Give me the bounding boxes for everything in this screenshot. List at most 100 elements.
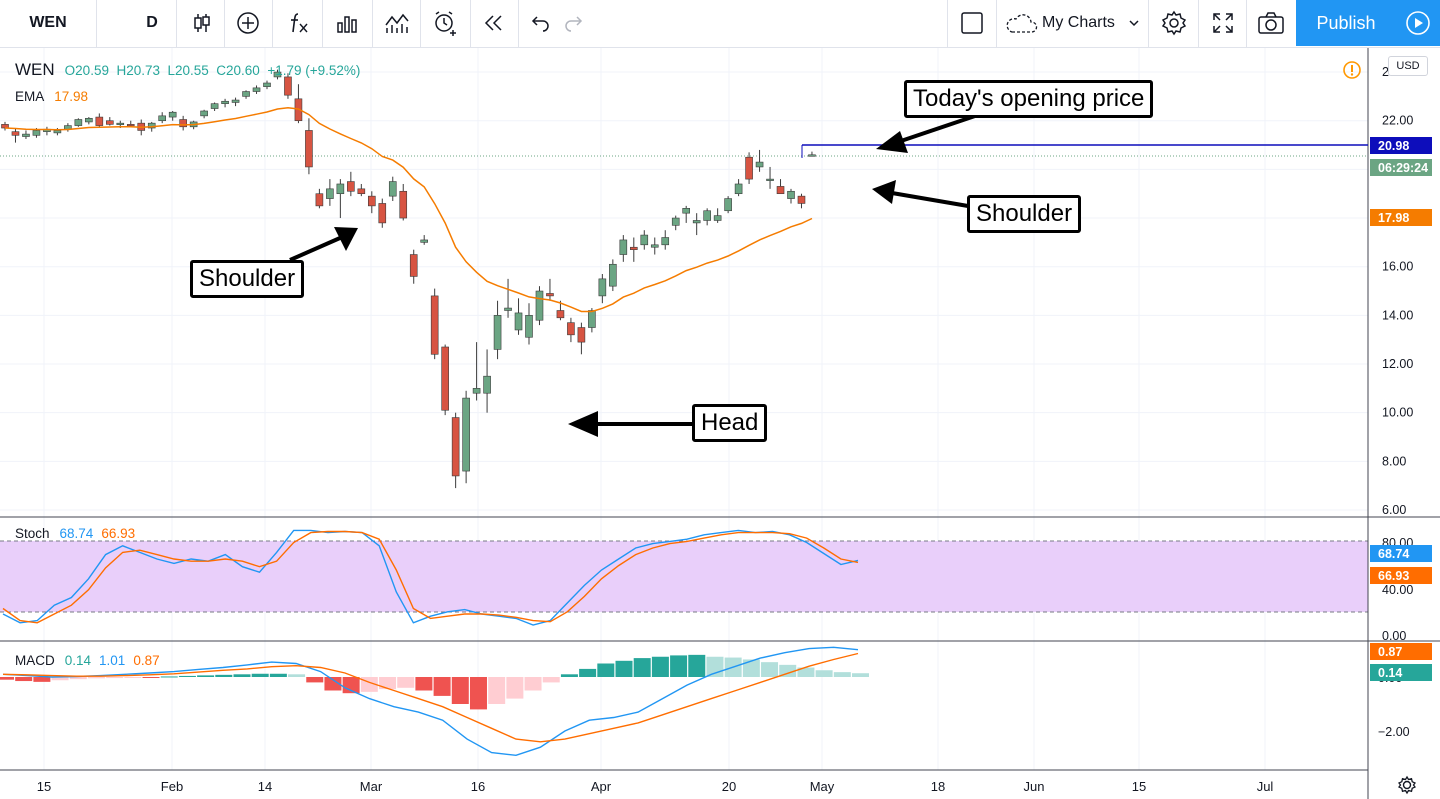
- publish-label: Publish: [1316, 12, 1376, 33]
- candle: [1, 121, 9, 131]
- my-charts-button[interactable]: My Charts: [1000, 0, 1148, 46]
- macd-bar: [324, 677, 342, 691]
- stoch-legend-label: Stoch: [15, 526, 50, 541]
- candle: [95, 113, 104, 129]
- candle: [252, 85, 261, 94]
- toolbar-divider: [996, 0, 997, 47]
- ema-legend-value: 17.98: [54, 89, 89, 104]
- play-button[interactable]: [1396, 0, 1440, 46]
- toolbar-divider: [224, 0, 225, 47]
- currency-badge[interactable]: USD: [1388, 56, 1428, 76]
- arrowhead: [568, 411, 598, 437]
- candle-body: [210, 103, 219, 109]
- settings-button[interactable]: [1150, 0, 1198, 46]
- macd-bar: [106, 677, 124, 679]
- square-icon: [961, 12, 983, 34]
- time-tick-label: Jun: [1024, 779, 1045, 794]
- candle-body: [430, 295, 439, 355]
- candle: [315, 188, 324, 209]
- candle: [273, 69, 282, 80]
- candle-body: [158, 115, 166, 122]
- candle-body: [546, 293, 554, 297]
- fullscreen-button[interactable]: [1200, 0, 1246, 46]
- templates-button[interactable]: [374, 0, 420, 46]
- indicators-button[interactable]: [274, 0, 322, 46]
- macd-bar: [779, 664, 797, 677]
- symbol-search-button[interactable]: WEN: [0, 0, 96, 46]
- layout-button[interactable]: [950, 0, 994, 46]
- macd-bar: [288, 674, 306, 677]
- price-tick-label: 16.00: [1382, 260, 1413, 274]
- callout-shoulder-right-text: Shoulder: [976, 200, 1073, 227]
- candle: [787, 188, 795, 204]
- redo-button[interactable]: [556, 0, 592, 46]
- macd-bar: [670, 655, 688, 677]
- interval-label: D: [146, 14, 158, 31]
- macd-bar: [451, 677, 469, 704]
- candle-body: [640, 234, 649, 246]
- ema-legend[interactable]: EMA 17.98: [15, 89, 88, 104]
- candle: [755, 149, 764, 172]
- financials-button[interactable]: [324, 0, 370, 46]
- macd-bar: [306, 677, 324, 683]
- candle-body: [305, 130, 313, 168]
- snapshot-button[interactable]: [1248, 0, 1294, 46]
- macd-bar: [524, 677, 542, 691]
- opening-price-value: 20.98: [1378, 138, 1410, 153]
- candle-body: [588, 310, 596, 328]
- rewind-icon: [484, 15, 502, 31]
- gear-icon: [1161, 10, 1187, 36]
- price-tick-label: 14.00: [1382, 308, 1413, 322]
- candle: [567, 317, 575, 343]
- macd-bar: [852, 673, 869, 677]
- toolbar-divider: [272, 0, 273, 47]
- macd-signal-tag: 0.87: [1370, 643, 1432, 660]
- toolbar-divider: [1198, 0, 1199, 47]
- candle: [472, 342, 481, 401]
- candle-body: [661, 237, 670, 246]
- macd-bar: [251, 673, 269, 677]
- candle-body: [567, 322, 575, 336]
- alert-button[interactable]: [422, 0, 468, 46]
- compare-button[interactable]: [226, 0, 270, 46]
- candle-body: [263, 82, 271, 87]
- publish-button[interactable]: Publish: [1296, 0, 1396, 46]
- candle-body: [776, 186, 785, 195]
- warning-icon[interactable]: [1343, 61, 1361, 79]
- chart-type-button[interactable]: [180, 0, 224, 46]
- candle: [74, 118, 83, 127]
- candles-group: [1, 69, 816, 489]
- candle: [556, 300, 565, 321]
- macd-hist-tag: 0.14: [1370, 664, 1432, 681]
- fx-icon: [291, 13, 308, 33]
- candle: [619, 235, 628, 262]
- macd-legend[interactable]: MACD 0.14 1.01 0.87: [15, 653, 160, 668]
- signal-line: [2, 652, 859, 743]
- chart-canvas[interactable]: 24.0022.0020.0018.0016.0014.0012.0010.00…: [0, 48, 1440, 799]
- candle: [776, 179, 785, 195]
- macd-bar: [506, 677, 524, 699]
- macd-bar: [597, 663, 615, 677]
- time-tick-label: 15: [1132, 779, 1146, 794]
- macd-bar: [651, 656, 669, 677]
- candle-body: [357, 188, 366, 195]
- time-axis[interactable]: 15 Feb 14 Mar 16 Apr 20 May 18 Jun 15 Jul: [37, 779, 1274, 794]
- macd-bar: [69, 677, 87, 680]
- stoch-legend[interactable]: Stoch 68.74 66.93: [15, 526, 135, 541]
- stoch-tick-label: 40.00: [1382, 583, 1413, 597]
- main-legend: WEN O20.59 H20.73 L20.55 C20.60 +1.79 (+9…: [15, 60, 360, 80]
- callout-opening-text: Today's opening price: [913, 85, 1145, 112]
- candle: [724, 196, 732, 214]
- undo-button[interactable]: [520, 0, 560, 46]
- candle: [242, 90, 250, 99]
- candle-body: [797, 195, 806, 204]
- candle-body: [535, 290, 544, 321]
- candle-body: [713, 215, 722, 221]
- replay-button[interactable]: [472, 0, 516, 46]
- axis-settings-icon[interactable]: [1397, 775, 1417, 795]
- cloud-icon: [1006, 14, 1038, 33]
- macd-bar: [742, 659, 760, 677]
- arrowhead: [876, 131, 908, 153]
- interval-button[interactable]: D: [128, 0, 176, 46]
- candle: [525, 303, 533, 345]
